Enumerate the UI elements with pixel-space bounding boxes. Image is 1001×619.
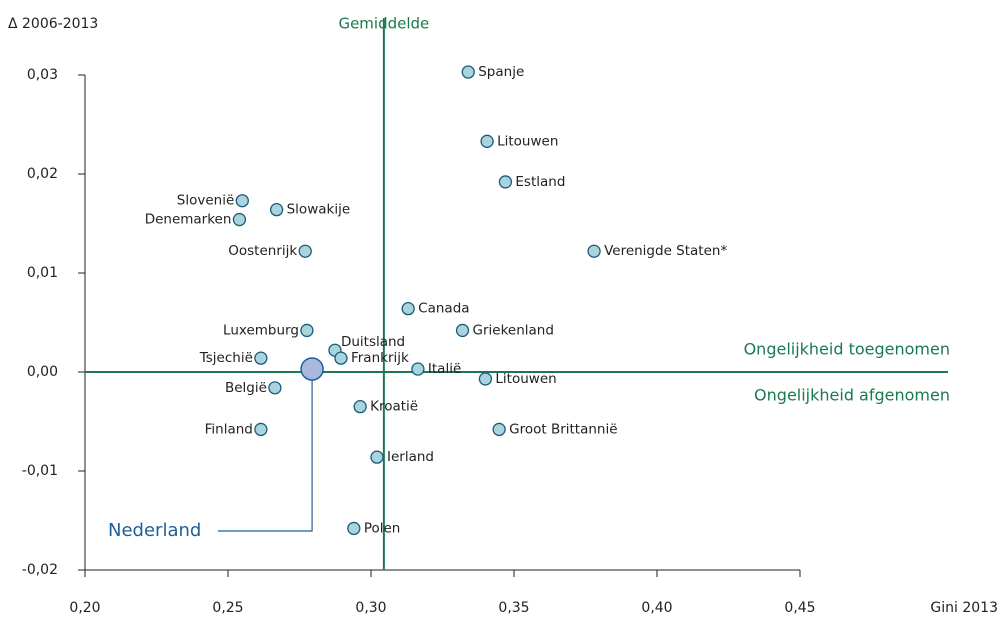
x-tick-label: 0,20: [69, 600, 100, 616]
point-label: België: [225, 380, 267, 396]
callout-label: Nederland: [108, 520, 201, 541]
point: [347, 521, 361, 536]
point-label: Polen: [364, 520, 401, 536]
y-axis-label: Δ 2006-2013: [8, 16, 98, 32]
point: [254, 422, 268, 437]
point-label: Frankrijk: [351, 350, 409, 366]
y-tick-label: 0,01: [27, 265, 58, 281]
point: [268, 381, 282, 395]
point: [587, 244, 601, 258]
point: [411, 362, 425, 376]
y-tick-label: -0,01: [22, 463, 58, 479]
point: [298, 244, 312, 258]
point-label: Denemarken: [145, 212, 232, 228]
y-tick-label: 0,03: [27, 67, 58, 83]
point: [235, 194, 249, 208]
point: [461, 65, 475, 79]
point-label: Slowakije: [287, 202, 351, 218]
point: [492, 422, 506, 437]
point: [478, 372, 493, 386]
x-tick-label: 0,35: [498, 600, 529, 616]
point: [455, 323, 470, 338]
x-tick-label: 0,30: [355, 600, 386, 616]
point-label: Kroatië: [370, 399, 418, 415]
point: [269, 202, 284, 217]
point-label: Luxemburg: [223, 322, 299, 338]
point-label: Litouwen: [497, 133, 558, 149]
point-label: Canada: [418, 301, 469, 317]
point-label: Verenigde Staten*: [604, 243, 727, 259]
point: [401, 301, 415, 316]
point-label: Griekenland: [473, 322, 554, 338]
x-axis-label: Gini 2013: [930, 600, 998, 616]
point-label: Finland: [205, 421, 253, 437]
point: [300, 323, 314, 338]
y-tick-label: -0,02: [22, 562, 58, 578]
point-label: Slovenië: [177, 193, 235, 209]
point-label: Italië: [428, 361, 461, 377]
y-tick-label: 0,02: [27, 166, 58, 182]
point: [353, 399, 367, 414]
callout-line: [218, 380, 313, 532]
x-tick-label: 0,25: [212, 600, 243, 616]
point-label: Tsjechië: [199, 350, 253, 366]
y-tick-label: 0,00: [27, 364, 58, 380]
point-label: Estland: [515, 174, 565, 190]
point: [232, 212, 247, 227]
below-label: Ongelijkheid afgenomen: [754, 386, 950, 405]
point-label: Oostenrijk: [228, 243, 297, 259]
point: [254, 351, 268, 365]
mean-label: Gemiddelde: [338, 15, 429, 33]
point: [480, 134, 494, 148]
x-tick-label: 0,45: [784, 600, 815, 616]
highlight-point: [300, 357, 324, 381]
point-label: Spanje: [478, 64, 524, 80]
point-label: Litouwen: [495, 371, 556, 387]
point: [334, 351, 348, 365]
above-label: Ongelijkheid toegenomen: [744, 340, 950, 359]
point-label: Groot Brittannië: [509, 421, 617, 437]
x-tick-label: 0,40: [641, 600, 672, 616]
point: [498, 175, 513, 189]
point: [370, 450, 384, 464]
point-label: Ierland: [387, 449, 434, 465]
point-label: Duitsland: [341, 334, 405, 350]
